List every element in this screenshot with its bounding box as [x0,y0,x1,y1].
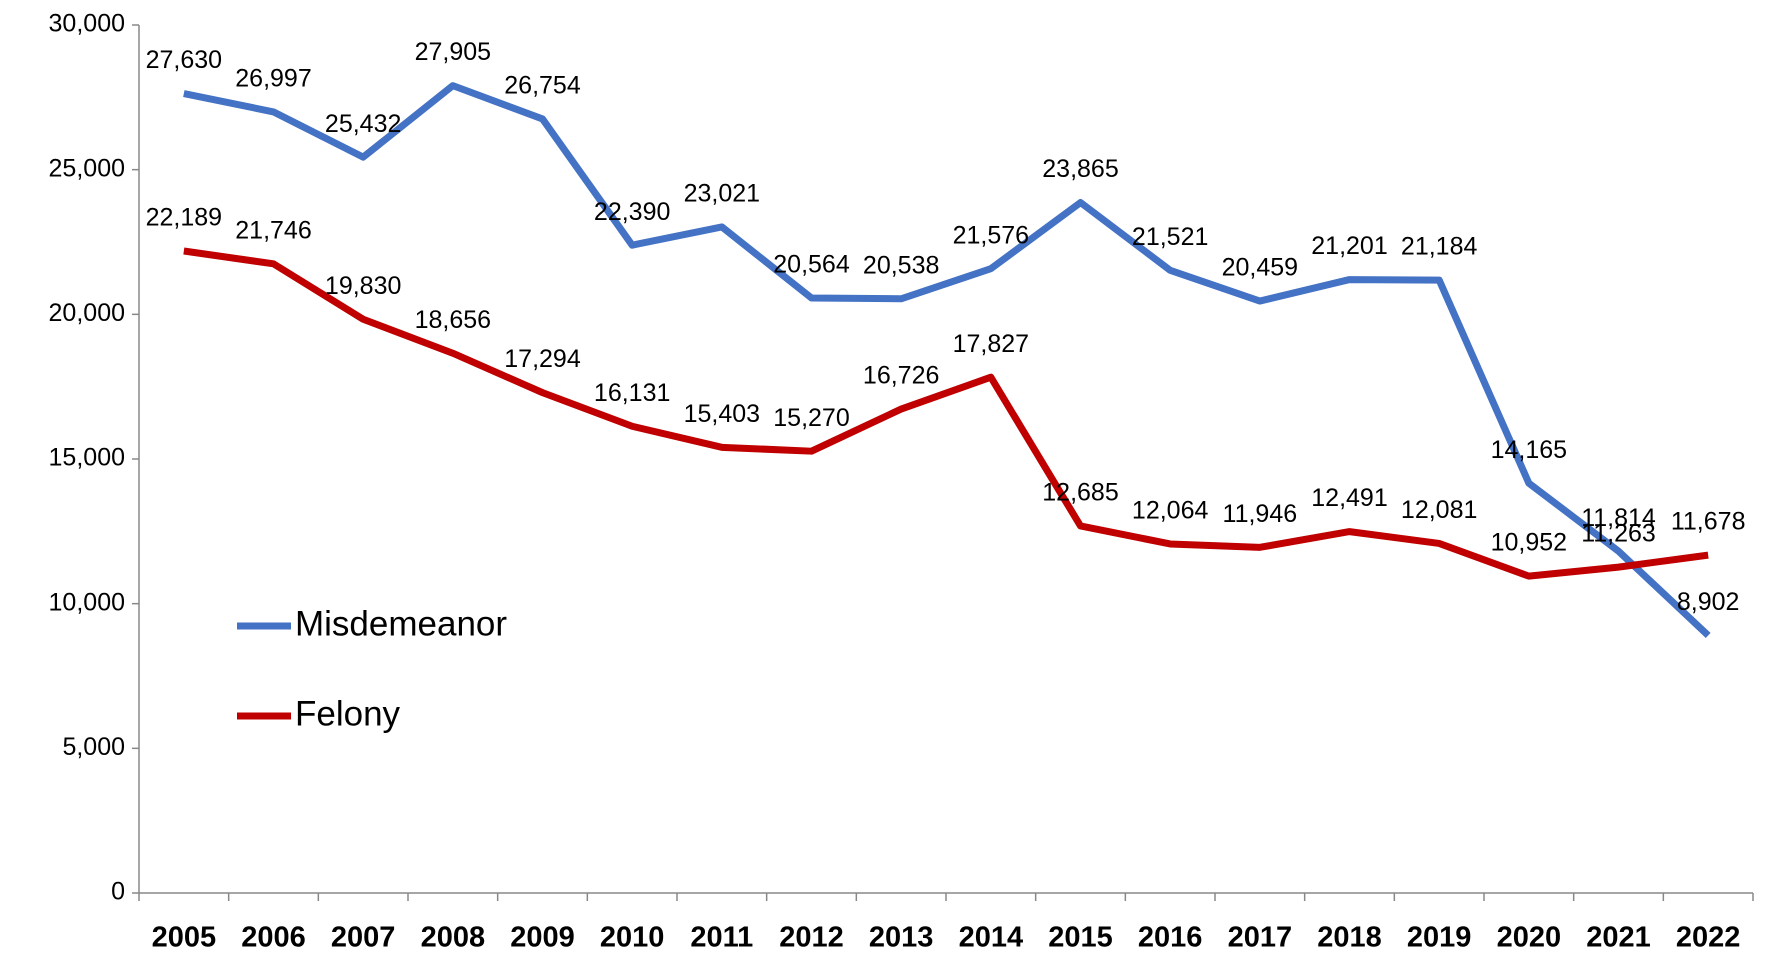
x-tick-label: 2020 [1497,922,1562,954]
x-tick-label: 2012 [779,922,844,954]
y-tick-label: 5,000 [62,733,125,761]
data-label: 20,538 [863,251,939,279]
data-label: 22,390 [594,198,670,226]
data-label: 25,432 [325,110,401,138]
x-tick-label: 2016 [1138,922,1203,954]
data-label: 23,865 [1042,155,1118,183]
data-label: 12,064 [1132,497,1209,525]
x-tick-label: 2014 [959,922,1024,954]
data-label: 8,902 [1677,588,1740,616]
data-label: 23,021 [684,180,760,208]
data-label: 17,294 [504,345,581,373]
y-tick-label: 20,000 [49,299,125,327]
data-label: 11,678 [1671,508,1746,536]
y-tick-label: 0 [111,878,125,906]
data-label: 16,131 [594,379,670,407]
x-tick-label: 2008 [421,922,486,954]
x-tick-label: 2022 [1676,922,1741,954]
y-tick-label: 25,000 [49,154,125,182]
x-tick-label: 2010 [600,922,665,954]
data-label: 26,754 [504,72,581,100]
x-tick-label: 2018 [1317,922,1382,954]
data-label: 16,726 [863,362,939,390]
data-label: 20,564 [773,251,850,279]
y-tick-label: 15,000 [49,444,125,472]
data-label: 21,201 [1311,232,1387,260]
data-label: 12,081 [1401,496,1477,524]
x-tick-label: 2005 [152,922,217,954]
data-label: 26,997 [235,64,311,92]
x-tick-label: 2011 [690,922,753,954]
data-label: 21,576 [953,221,1029,249]
data-label: 12,685 [1042,479,1118,507]
data-label: 17,827 [953,330,1029,358]
data-label: 20,459 [1222,254,1298,282]
x-tick-label: 2015 [1048,922,1113,954]
x-tick-label: 2007 [331,922,396,954]
data-label: 27,905 [415,38,491,66]
data-label: 10,952 [1491,529,1567,557]
data-label: 11,946 [1223,500,1298,528]
legend-label: Felony [295,694,401,733]
data-label: 18,656 [415,306,491,334]
data-label: 21,521 [1132,223,1208,251]
x-tick-label: 2006 [241,922,306,954]
series-line [183,82,1711,638]
data-label: 21,184 [1401,233,1478,261]
data-label: 15,270 [773,404,849,432]
data-label: 15,403 [684,400,760,428]
x-tick-label: 2021 [1586,922,1651,954]
legend-label: Misdemeanor [295,604,507,643]
x-tick-label: 2009 [510,922,575,954]
x-tick-label: 2013 [869,922,934,954]
data-label: 14,165 [1491,436,1567,464]
data-label: 11,263 [1581,520,1656,548]
y-tick-label: 30,000 [49,10,125,38]
y-tick-label: 10,000 [49,588,125,616]
data-label: 27,630 [146,46,222,74]
x-tick-label: 2019 [1407,922,1472,954]
data-label: 22,189 [146,204,222,232]
data-label: 12,491 [1311,484,1387,512]
series-line [183,247,1709,580]
data-label: 19,830 [325,272,401,300]
x-tick-label: 2017 [1228,922,1293,954]
data-label: 11,814 [1581,504,1656,532]
data-label: 21,746 [235,216,311,244]
